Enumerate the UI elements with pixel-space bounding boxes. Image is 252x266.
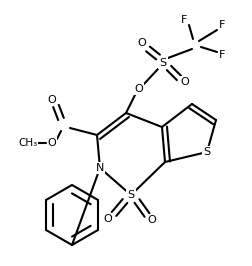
- Text: O: O: [47, 138, 56, 148]
- Text: O: O: [147, 215, 156, 225]
- Text: O: O: [137, 38, 146, 48]
- Text: O: O: [103, 214, 112, 224]
- Text: N: N: [96, 163, 104, 173]
- Text: F: F: [218, 20, 224, 30]
- Text: O: O: [180, 77, 189, 87]
- Text: O: O: [134, 84, 143, 94]
- Text: F: F: [180, 15, 186, 25]
- Text: O: O: [47, 95, 56, 105]
- Text: S: S: [127, 190, 134, 200]
- Text: S: S: [203, 147, 210, 157]
- Text: F: F: [218, 50, 224, 60]
- Text: CH₃: CH₃: [18, 138, 38, 148]
- Text: S: S: [159, 58, 166, 68]
